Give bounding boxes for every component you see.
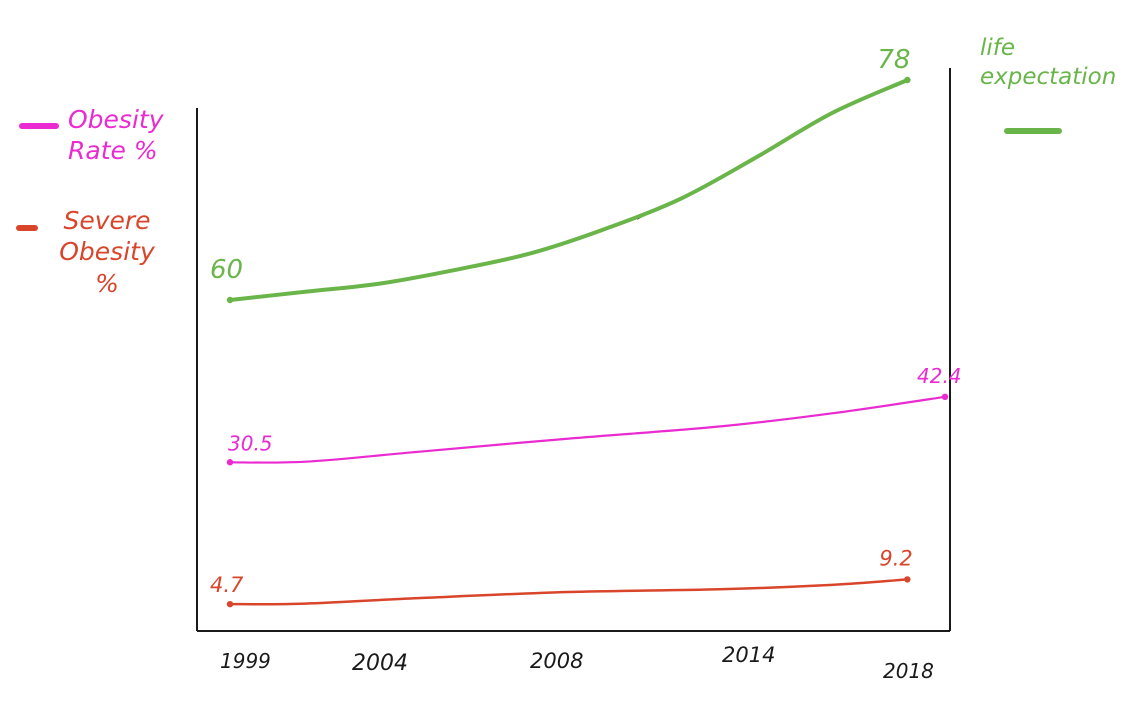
data-label-life-expectation-end: 78: [877, 45, 910, 75]
legend-label-life-expectation: life expectation: [980, 35, 1117, 90]
x-tick-labels: 1999 2004 2008 2014 2018: [220, 643, 934, 683]
data-label-obesity-rate-start: 30.5: [228, 431, 273, 455]
series-point-life-expectation-start: [226, 296, 234, 304]
data-label-severe-obesity-end: 9.2: [879, 546, 912, 570]
series-point-severe-obesity-end: [904, 576, 911, 583]
legend-label-obesity: Obesity Rate %: [68, 105, 164, 166]
series-point-obesity-rate-end: [941, 393, 949, 400]
series-line-severe-obesity: [228, 578, 909, 606]
series-line-obesity-rate: [228, 395, 947, 464]
legend-swatch-severe-obesity: [16, 225, 38, 231]
x-tick-label-2004: 2004: [352, 651, 408, 676]
legend-swatch-life-expectation: [1004, 128, 1062, 134]
x-tick-label-2014: 2014: [722, 643, 775, 667]
series-line-life-expectation: [228, 78, 910, 302]
legend-swatch-obesity: [19, 123, 59, 129]
x-tick-label-1999: 1999: [220, 649, 271, 673]
data-label-life-expectation-start: 60: [210, 255, 243, 285]
x-tick-label-2008: 2008: [530, 649, 583, 673]
series-layer: 30.5 42.4 60 78 4.7 9.2: [210, 45, 962, 608]
series-point-severe-obesity-start: [226, 600, 234, 608]
data-label-severe-obesity-start: 4.7: [210, 573, 244, 597]
legend-label-severe-obesity: Severe Obesity %: [59, 206, 155, 298]
x-tick-label-2018: 2018: [883, 659, 934, 683]
data-label-obesity-rate-end: 42.4: [917, 364, 962, 388]
series-point-life-expectation-end: [904, 76, 911, 84]
series-point-obesity-rate-start: [226, 459, 234, 466]
